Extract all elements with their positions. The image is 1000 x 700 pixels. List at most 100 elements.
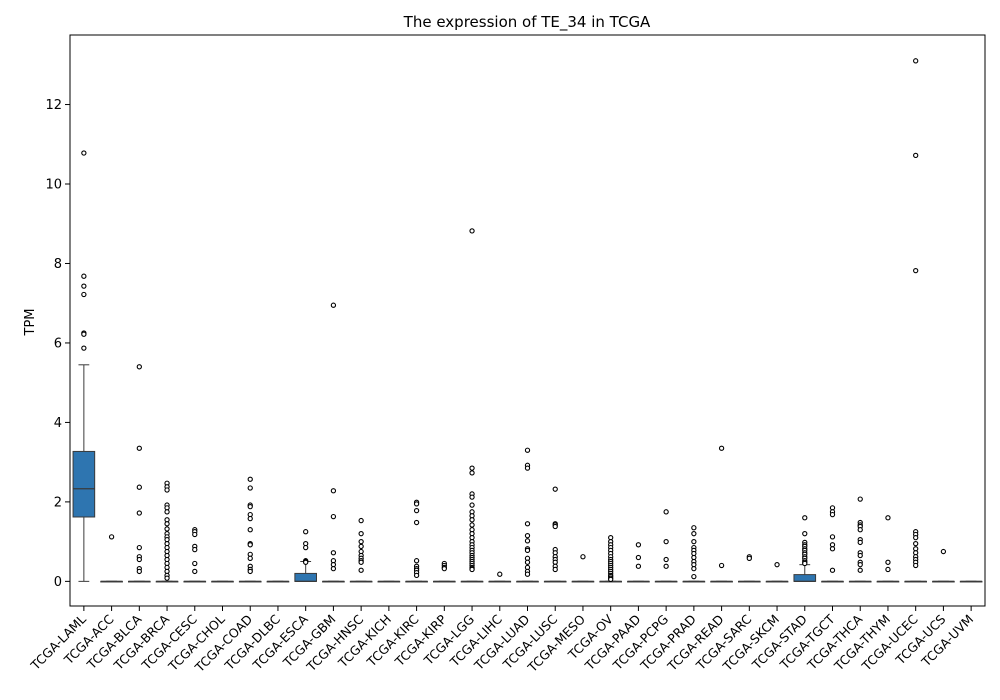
box-tcga-kich [377,580,401,583]
outlier-point [441,565,447,572]
outlier-point [136,445,142,451]
y-tick-label: 2 [54,495,62,510]
box-tcga-acc [100,534,123,583]
box-tcga-lihc [488,571,512,583]
outlier-point [164,521,170,527]
outlier-point [136,556,142,563]
plot-frame [69,34,986,607]
outlier-point [608,576,614,583]
outlier-point [469,470,475,476]
outlier-point [552,566,558,573]
box-tcga-laml [72,150,96,582]
outlier-point [913,267,919,274]
outlier-point [247,485,253,491]
box-tcga-sarc [738,554,761,583]
outlier-point [524,465,531,471]
outlier-point [469,465,475,471]
outlier-point [580,554,586,560]
outlier-point [802,531,808,537]
outlier-point [413,519,420,526]
outlier-point [829,546,836,552]
outlier-point [136,544,142,551]
outlier-point [247,542,253,548]
outlier-point [635,554,642,561]
y-tick-label: 0 [54,575,62,590]
outlier-point [81,345,87,351]
outlier-point [774,562,780,568]
outlier-point [247,476,253,482]
outlier-point [885,515,891,521]
outlier-point [663,556,669,563]
chart-title: The expression of TE_34 in TCGA [403,13,651,32]
box-body [793,574,817,582]
outlier-point [913,540,919,547]
outlier-point [330,550,337,556]
outlier-point [469,522,475,528]
outlier-point [469,517,475,523]
outlier-point [81,291,87,298]
outlier-point [913,562,919,569]
outlier-point [524,447,531,453]
outlier-point [829,511,836,518]
outlier-point [330,302,337,308]
outlier-point [136,510,142,516]
outlier-point [857,562,863,568]
outlier-point [857,552,863,559]
outlier-point [247,504,253,510]
outlier-point [635,542,642,548]
outlier-point [469,566,475,573]
box-body [72,450,96,518]
box-tcga-uvm [959,580,983,583]
box-tcga-prad [682,525,706,583]
outlier-point [857,527,863,533]
outlier-point [413,558,420,564]
outlier-point [358,538,364,545]
box-tcga-thym [876,515,900,583]
box-tcga-ov [599,535,622,583]
outlier-point [81,331,87,337]
outlier-point [81,150,87,156]
outlier-point [857,567,863,573]
box-tcga-read [710,445,733,583]
outlier-point [663,563,669,569]
outlier-point [358,543,364,550]
outlier-point [192,546,198,553]
box-tcga-lgg [460,228,484,583]
box-tcga-hnsc [349,517,373,583]
outlier-point [247,527,253,533]
x-axis: TCGA-LAMLTCGA-ACCTCGA-BLCATCGA-BRCATCGA-… [27,606,976,676]
outlier-point [81,283,87,289]
box-tcga-cesc [183,527,207,583]
outlier-point [164,575,170,581]
outlier-point [192,560,198,567]
outlier-point [358,517,364,524]
y-axis-label: TPM [23,309,38,337]
outlier-point [524,547,531,554]
box-tcga-luad [516,447,539,583]
outlier-point [108,534,115,540]
outlier-point [330,513,337,520]
outlier-point [663,538,669,545]
outlier-point [746,555,752,561]
outlier-point [718,445,725,451]
outlier-point [136,484,142,490]
outlier-point [192,568,198,575]
outlier-point [524,559,531,565]
box-tcga-kirc [405,499,428,583]
outlier-point [663,509,669,515]
outlier-point [691,565,697,572]
outlier-point [524,571,531,577]
box-tcga-dlbc [266,580,290,583]
outlier-point [469,494,475,500]
outlier-point [913,58,919,64]
box-body [294,572,317,582]
box-tcga-tgct [821,505,844,583]
box-tcga-skcm [765,562,789,583]
outlier-point [413,572,420,579]
outlier-point [164,526,170,532]
outlier-point [802,560,808,567]
outlier-point [857,539,863,546]
y-tick-label: 4 [54,416,62,431]
outlier-point [247,555,253,561]
box-tcga-ucec [904,58,927,583]
